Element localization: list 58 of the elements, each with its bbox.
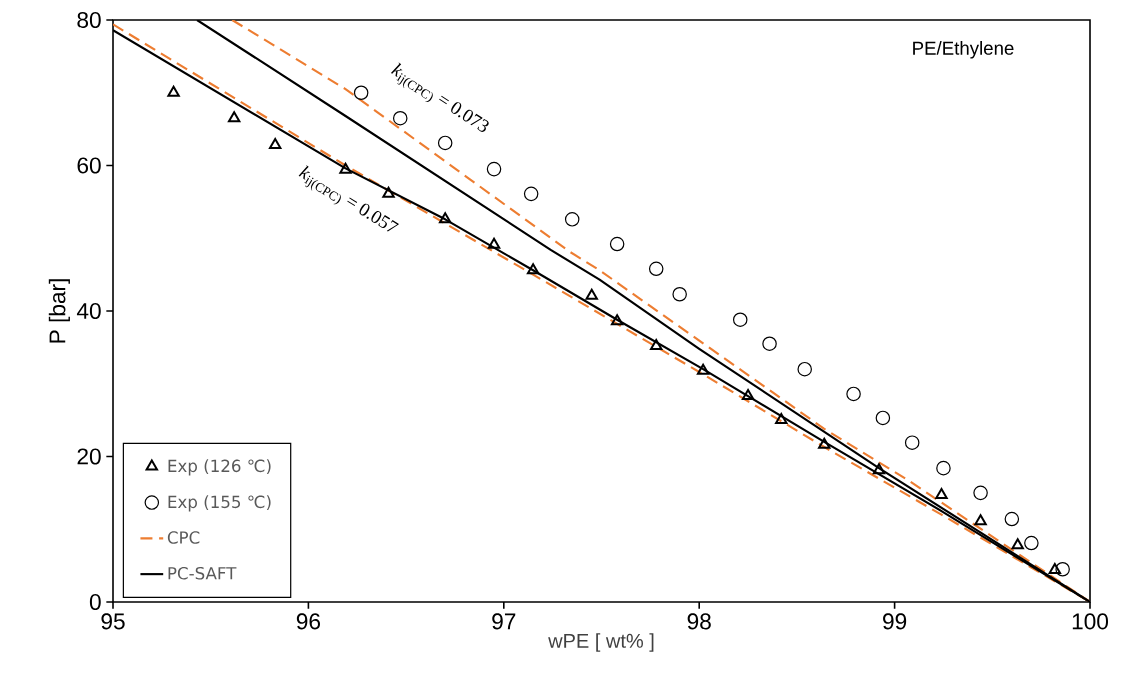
x-tick-label: 96 — [296, 613, 321, 630]
point — [904, 435, 920, 450]
point — [523, 186, 539, 202]
legend-label: Exp (126 ℃) — [168, 459, 271, 476]
point — [438, 212, 452, 224]
point — [1011, 538, 1024, 550]
x-axis-title: wPE [ wt% ] — [548, 633, 654, 652]
point — [353, 85, 369, 101]
x-tick-label: 100 — [1072, 613, 1109, 630]
y-tick-label: 40 — [76, 302, 101, 320]
point — [1055, 561, 1070, 577]
point — [875, 410, 891, 426]
annotation: PE/Ethylene — [913, 41, 1014, 59]
point — [732, 312, 748, 327]
point — [610, 314, 624, 326]
point — [1048, 562, 1062, 574]
point — [672, 286, 687, 302]
point — [935, 488, 948, 500]
point — [696, 363, 710, 375]
point — [486, 161, 502, 177]
point — [648, 261, 664, 277]
x-tick-label: 99 — [883, 613, 907, 630]
point — [392, 110, 408, 126]
point — [609, 236, 625, 252]
point — [1004, 511, 1020, 527]
point — [775, 413, 788, 425]
point — [382, 186, 395, 198]
point — [762, 336, 777, 351]
x-tick-label: 97 — [492, 613, 516, 630]
point — [339, 162, 352, 174]
point — [872, 463, 886, 475]
legend-label: Exp (155 ℃) — [168, 495, 271, 512]
y-tick-label: 60 — [77, 157, 101, 174]
y-tick-label: 80 — [77, 11, 101, 29]
point — [936, 460, 951, 476]
point — [973, 485, 988, 501]
y-tick-label: 0 — [89, 593, 101, 611]
y-tick-label: 20 — [77, 448, 101, 465]
point — [741, 389, 755, 401]
point — [526, 263, 540, 275]
point — [227, 111, 241, 123]
x-tick-label: 98 — [687, 613, 711, 630]
x-tick-label: 95 — [101, 613, 125, 630]
legend-label: PC-SAFT — [168, 566, 237, 580]
point — [564, 212, 580, 227]
y-axis-title: P [bar] — [48, 279, 70, 343]
point — [167, 85, 180, 97]
point — [650, 338, 663, 350]
point — [818, 437, 831, 449]
point — [974, 514, 987, 526]
point — [797, 361, 812, 377]
point — [585, 288, 598, 300]
legend-label: CPC — [167, 531, 200, 544]
point — [846, 386, 861, 402]
point — [437, 135, 453, 151]
point — [268, 138, 282, 150]
point — [1024, 535, 1039, 551]
point — [487, 237, 501, 249]
